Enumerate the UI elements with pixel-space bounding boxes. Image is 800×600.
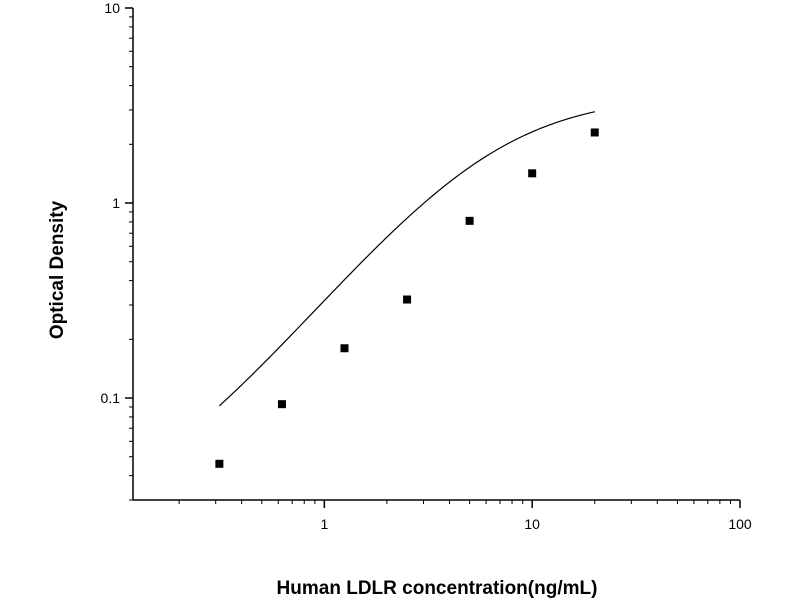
y-tick-label: 1 — [112, 195, 120, 211]
data-points-layer — [215, 128, 599, 468]
x-tick-label: 10 — [524, 516, 540, 532]
data-point — [403, 295, 412, 304]
x-axis-title: Human LDLR concentration(ng/mL) — [277, 578, 598, 599]
y-tick-label: 10 — [104, 0, 120, 16]
y-axis-title: Optical Density — [47, 200, 68, 339]
data-point — [528, 169, 537, 178]
x-tick-label: 1 — [320, 516, 328, 532]
data-point — [215, 459, 224, 468]
data-point — [277, 400, 286, 409]
data-point — [340, 344, 349, 353]
axes: 1 10 100 0.1 1 10 — [101, 0, 752, 532]
x-tick-label: 100 — [728, 516, 752, 532]
data-point — [465, 216, 474, 225]
fit-curve-layer — [218, 111, 595, 407]
data-point — [590, 128, 599, 137]
y-tick-label: 0.1 — [101, 390, 121, 406]
fit-curve — [218, 111, 595, 407]
